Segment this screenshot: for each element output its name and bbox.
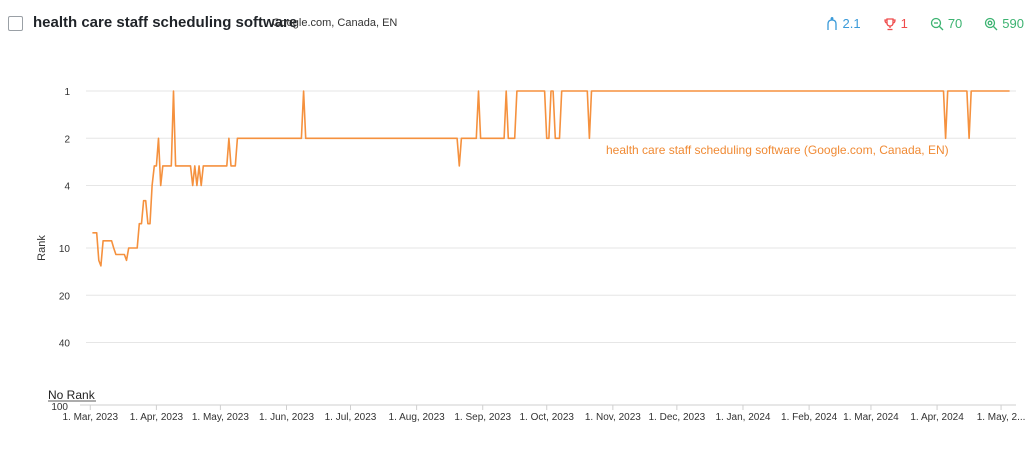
x-tick-label: 1. Feb, 2024 xyxy=(781,412,838,423)
x-tick-label: 1. May, 2... xyxy=(977,412,1026,423)
search-icon xyxy=(930,17,944,30)
y-axis-label: Rank xyxy=(36,235,48,261)
x-tick-label: 1. Nov, 2023 xyxy=(585,412,641,423)
x-tick-label: 1. Apr, 2024 xyxy=(910,412,964,423)
x-tick-label: 1. Jul, 2023 xyxy=(325,412,377,423)
metric-best-rank-value: 1 xyxy=(900,16,908,31)
metric-results-value: 590 xyxy=(1002,16,1024,31)
search-engine-label: Google.com, Canada, EN xyxy=(272,17,398,29)
x-tick-label: 1. Dec, 2023 xyxy=(648,412,705,423)
keyword-header: health care staff scheduling software Go… xyxy=(0,0,1030,48)
y-tick-label: 20 xyxy=(59,291,71,302)
x-tick-label: 1. Jan, 2024 xyxy=(715,412,770,423)
x-tick-label: 1. Apr, 2023 xyxy=(130,412,184,423)
keyword-title: health care staff scheduling software xyxy=(33,14,298,31)
x-tick-label: 1. Jun, 2023 xyxy=(259,412,314,423)
target-search-icon xyxy=(985,17,998,30)
series-line[interactable] xyxy=(92,90,1010,267)
x-tick-label: 1. Sep, 2023 xyxy=(454,412,511,423)
metric-visibility[interactable]: 2.1 xyxy=(825,16,861,31)
trophy-icon xyxy=(883,17,896,30)
metric-best-rank[interactable]: 1 xyxy=(883,16,908,31)
metric-search-volume-value: 70 xyxy=(947,16,963,31)
metric-visibility-value: 2.1 xyxy=(842,16,861,31)
metric-results[interactable]: 590 xyxy=(984,16,1024,31)
y-tick-label: 2 xyxy=(64,134,70,145)
fork-icon xyxy=(826,16,837,30)
x-tick-label: 1. Oct, 2023 xyxy=(519,412,574,423)
y-tick-label: 1 xyxy=(64,87,70,98)
x-tick-label: 1. May, 2023 xyxy=(192,412,250,423)
metrics-bar: 2.1 1 70 590 xyxy=(825,16,1024,31)
x-tick-label: 1. Mar, 2023 xyxy=(62,412,118,423)
y-tick-label: 100 xyxy=(51,402,68,413)
y-tick-label: 10 xyxy=(59,244,71,255)
y-tick-label: 40 xyxy=(59,339,71,350)
x-tick-label: 1. Aug, 2023 xyxy=(389,412,446,423)
no-rank-label: No Rank xyxy=(48,388,96,402)
select-checkbox[interactable] xyxy=(8,16,23,31)
metric-search-volume[interactable]: 70 xyxy=(930,16,962,31)
y-tick-label: 4 xyxy=(64,182,70,193)
series-label: health care staff scheduling software (G… xyxy=(606,143,949,157)
x-tick-label: 1. Mar, 2024 xyxy=(843,412,899,423)
